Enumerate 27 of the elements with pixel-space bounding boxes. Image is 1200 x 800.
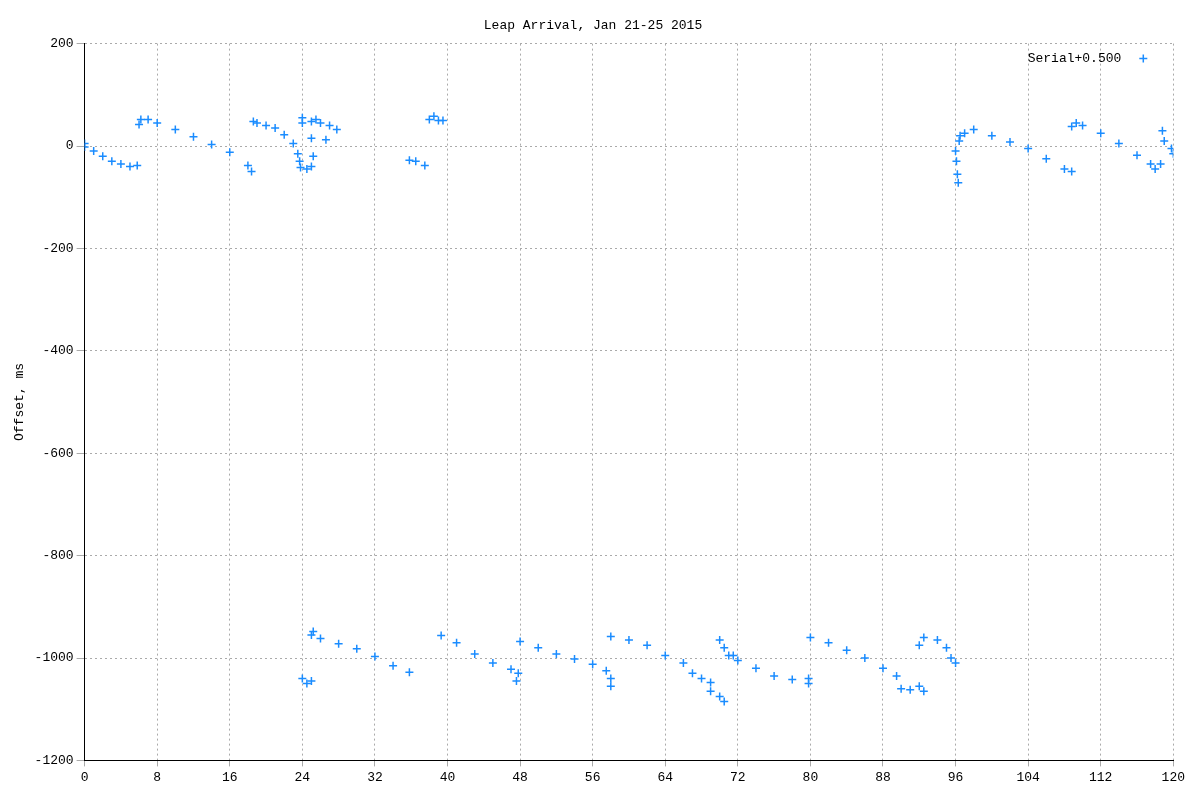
y-tick-label: -400	[42, 343, 74, 359]
x-tick-label: 32	[367, 769, 383, 785]
x-tick-label: 104	[1016, 769, 1041, 785]
y-tick-label: -1000	[34, 650, 74, 666]
x-tick-label: 96	[947, 769, 964, 785]
x-tick-label: 8	[153, 769, 162, 785]
y-tick-label: -1200	[34, 752, 74, 768]
x-tick-label: 16	[221, 769, 238, 785]
x-tick-label: 64	[657, 769, 674, 785]
x-tick-label: 72	[730, 769, 746, 785]
y-tick-label: -800	[42, 548, 74, 564]
y-tick-label: -600	[42, 445, 74, 461]
y-tick-label: -200	[42, 240, 74, 256]
x-tick-label: 0	[80, 769, 89, 785]
chart-title: Leap Arrival, Jan 21-25 2015	[483, 18, 703, 34]
x-tick-label: 88	[875, 769, 891, 785]
x-tick-label: 56	[584, 769, 601, 785]
legend-label: Serial+0.500	[1027, 51, 1122, 67]
x-tick-label: 80	[802, 769, 819, 785]
y-tick-label: 0	[65, 138, 74, 154]
x-tick-label: 112	[1089, 769, 1113, 785]
y-axis-title: Offset, ms	[12, 362, 28, 442]
x-tick-label: 120	[1161, 769, 1185, 785]
x-tick-label: 24	[294, 769, 311, 785]
y-tick-label: 200	[50, 36, 74, 52]
x-tick-label: 48	[512, 769, 528, 785]
x-tick-label: 40	[439, 769, 456, 785]
